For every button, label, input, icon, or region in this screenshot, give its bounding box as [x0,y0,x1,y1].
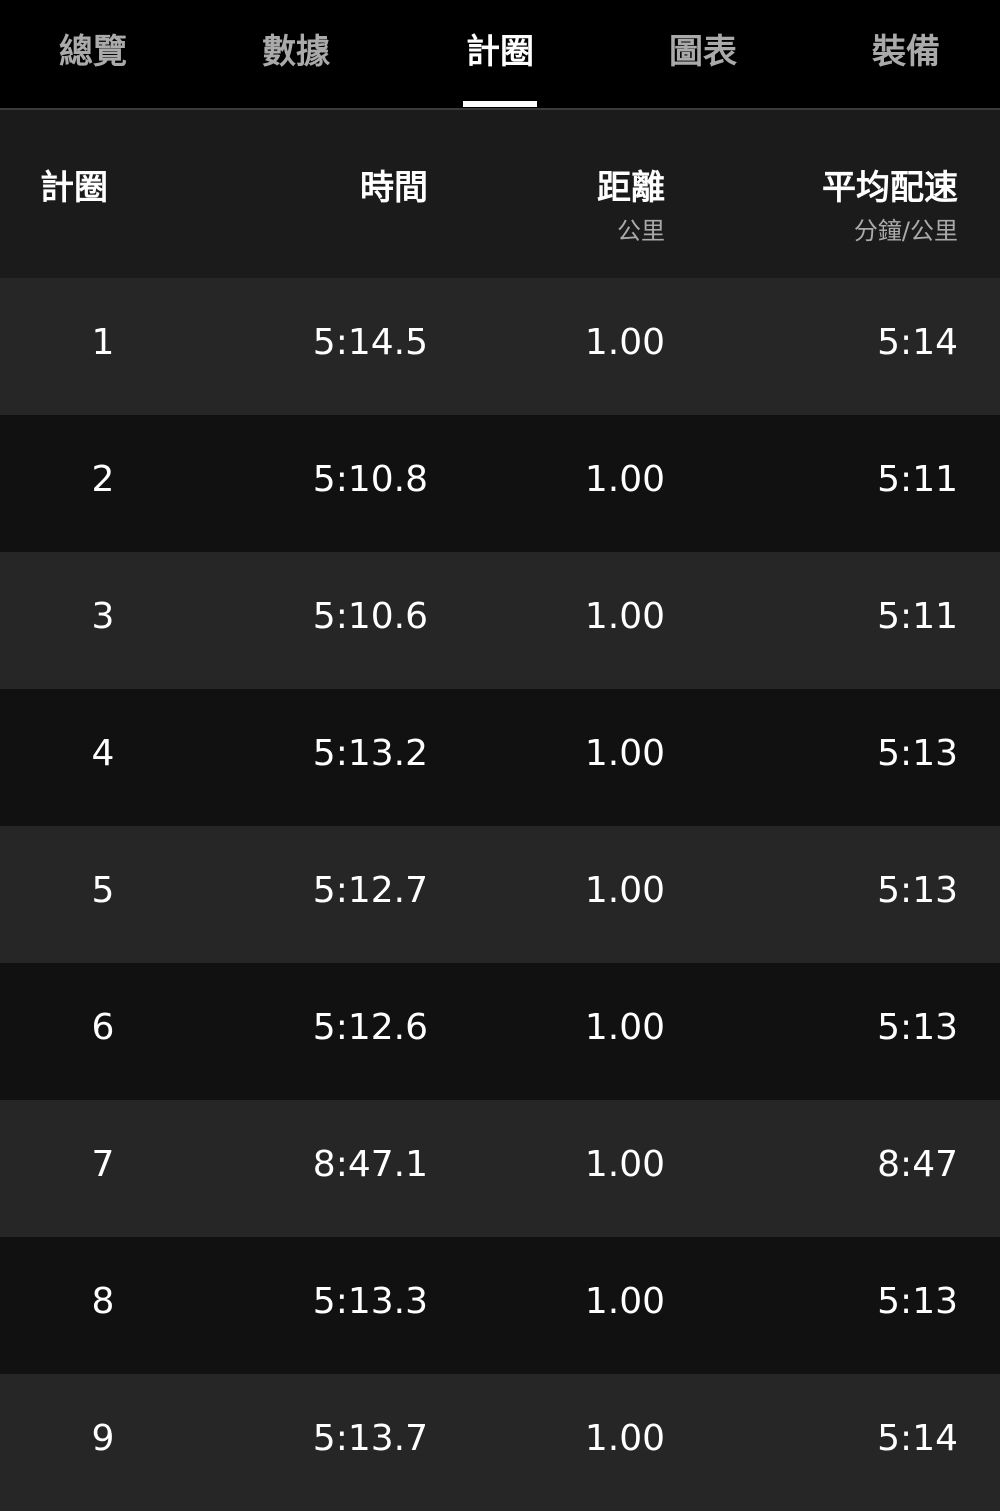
table-row[interactable]: 3 5:10.6 1.00 5:11 [0,552,1000,689]
active-tab-indicator [463,101,537,107]
lap-distance: 1.00 [584,596,665,637]
lap-pace: 5:14 [877,1418,958,1459]
lap-time: 5:14.5 [312,322,428,363]
lap-pace: 5:14 [877,322,958,363]
table-row[interactable]: 2 5:10.8 1.00 5:11 [0,415,1000,552]
tab-data[interactable]: 數據 [262,32,330,72]
lap-number: 7 [91,1144,115,1185]
lap-pace: 5:11 [877,459,958,500]
header-distance-label: 距離 [597,168,665,208]
lap-number: 3 [91,596,115,637]
lap-number: 2 [91,459,115,500]
header-lap: 計圈 [40,160,108,209]
lap-number: 6 [91,1007,115,1048]
lap-time: 5:10.6 [312,596,428,637]
lap-distance: 1.00 [584,1281,665,1322]
table-row[interactable]: 6 5:12.6 1.00 5:13 [0,963,1000,1100]
lap-time: 5:10.8 [312,459,428,500]
tab-charts[interactable]: 圖表 [669,32,737,72]
lap-distance: 1.00 [584,1007,665,1048]
lap-pace: 5:13 [877,1281,958,1322]
lap-distance: 1.00 [584,322,665,363]
lap-time: 5:13.2 [312,733,428,774]
tab-overview[interactable]: 總覽 [59,32,127,72]
table-row[interactable]: 4 5:13.2 1.00 5:13 [0,689,1000,826]
table-row[interactable]: 5 5:12.7 1.00 5:13 [0,826,1000,963]
lap-distance: 1.00 [584,870,665,911]
lap-number: 1 [91,322,115,363]
lap-pace: 5:13 [877,1007,958,1048]
header-pace: 平均配速分鐘/公里 [822,160,958,246]
lap-time: 5:12.7 [312,870,428,911]
lap-pace: 8:47 [877,1144,958,1185]
lap-pace: 5:13 [877,870,958,911]
lap-distance: 1.00 [584,1144,665,1185]
lap-distance: 1.00 [584,459,665,500]
lap-number: 8 [91,1281,115,1322]
table-row[interactable]: 7 8:47.1 1.00 8:47 [0,1100,1000,1237]
table-row[interactable]: 1 5:14.5 1.00 5:14 [0,278,1000,415]
header-pace-unit: 分鐘/公里 [853,217,958,245]
header-distance: 距離公里 [597,160,665,246]
lap-pace: 5:13 [877,733,958,774]
tab-bar: 總覽 數據 計圈 圖表 裝備 [0,0,1000,110]
header-time-label: 時間 [360,168,428,208]
lap-pace: 5:11 [877,596,958,637]
lap-number: 4 [91,733,115,774]
lap-distance: 1.00 [584,733,665,774]
lap-time: 5:12.6 [312,1007,428,1048]
table-header: 計圈 時間 距離公里 平均配速分鐘/公里 [0,110,1000,278]
lap-time: 5:13.7 [312,1418,428,1459]
header-distance-unit: 公里 [617,217,665,245]
header-lap-label: 計圈 [40,168,108,208]
header-pace-label: 平均配速 [822,168,958,208]
tab-laps[interactable]: 計圈 [466,32,534,72]
lap-time: 5:13.3 [312,1281,428,1322]
lap-number: 9 [91,1418,115,1459]
table-row[interactable]: 8 5:13.3 1.00 5:13 [0,1237,1000,1374]
header-time: 時間 [360,160,428,209]
tab-gear[interactable]: 裝備 [872,32,940,72]
laps-table: 1 5:14.5 1.00 5:14 2 5:10.8 1.00 5:11 3 5:10.6 1.0… [0,278,1000,1511]
lap-time: 8:47.1 [312,1144,428,1185]
lap-number: 5 [91,870,115,911]
lap-distance: 1.00 [584,1418,665,1459]
table-row[interactable]: 9 5:13.7 1.00 5:14 [0,1374,1000,1511]
